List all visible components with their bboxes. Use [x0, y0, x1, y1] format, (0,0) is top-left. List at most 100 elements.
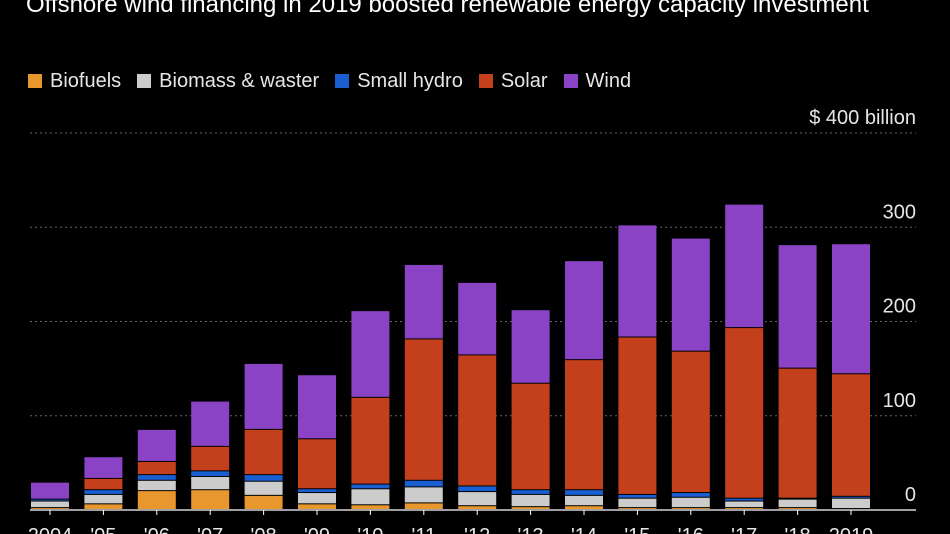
bar-segment-solar-10 [565, 360, 603, 490]
x-tick-label: '05 [90, 525, 116, 534]
bar-segment-biomass-waster-8 [458, 492, 497, 506]
y-tick-label: 200 [883, 296, 916, 318]
bar-segment-biomass-waster-14 [778, 499, 817, 508]
bar-segment-wind-1 [84, 457, 123, 478]
bar-segment-biofuels-8 [458, 506, 497, 509]
bar-segment-solar-9 [511, 383, 550, 490]
bar-segment-solar-2 [137, 461, 176, 475]
bar-segment-biofuels-3 [191, 490, 230, 509]
bar-segment-biofuels-14 [778, 508, 817, 509]
x-tick-label: '09 [304, 525, 330, 534]
legend: Biofuels Biomass & waster Small hydro Solar… [28, 68, 647, 94]
bar-segment-biomass-waster-7 [404, 487, 443, 503]
x-tick-label: 2004 [28, 525, 73, 534]
x-tick-label: 2019 [829, 525, 874, 534]
x-tick-label: '15 [624, 525, 650, 534]
bar-segment-wind-9 [511, 310, 550, 383]
bar-segment-small-hydro-5 [298, 489, 336, 493]
legend-swatch [137, 74, 152, 88]
bar-segment-small-hydro-4 [244, 475, 283, 481]
bar-segment-solar-5 [298, 439, 336, 489]
bar-segment-small-hydro-13 [725, 498, 764, 501]
legend-label: Wind [585, 69, 632, 92]
bar-segment-biofuels-0 [31, 508, 69, 509]
bar-segment-wind-2 [137, 429, 176, 461]
y-tick-label: $ 400 billion [809, 107, 916, 129]
bar-segment-biomass-waster-0 [31, 501, 69, 508]
y-tick-label: 100 [883, 390, 916, 412]
legend-swatch [28, 74, 42, 88]
bar-segment-wind-10 [565, 261, 603, 360]
legend-swatch [335, 74, 350, 88]
bar-segment-biofuels-5 [298, 504, 336, 509]
bar-segment-wind-6 [351, 311, 390, 397]
bar-segment-biomass-waster-9 [511, 494, 550, 507]
bar-segment-solar-4 [244, 429, 283, 475]
bar-segment-small-hydro-3 [191, 471, 230, 477]
legend-item-biomass-waster: Biomass & waster [137, 70, 319, 93]
bar-segment-solar-7 [404, 339, 443, 480]
legend-label: Biomass & waster [159, 69, 320, 92]
bar-segment-biomass-waster-15 [832, 498, 870, 509]
x-tick-label: '10 [357, 525, 383, 534]
bar-segment-wind-11 [618, 225, 657, 337]
bar-segment-small-hydro-11 [618, 494, 657, 498]
bar-segment-biofuels-7 [404, 503, 443, 509]
bar-segment-wind-0 [31, 482, 69, 499]
bar-segment-wind-3 [191, 401, 230, 446]
bar-segment-small-hydro-0 [31, 499, 69, 501]
bar-segment-small-hydro-15 [832, 496, 870, 498]
bar-segment-solar-11 [618, 337, 657, 494]
bar-segment-wind-7 [404, 264, 443, 339]
bar-segment-biomass-waster-4 [244, 481, 283, 495]
chart-title: Offshore wind financing in 2019 boosted … [26, 0, 869, 18]
bar-segment-biofuels-13 [725, 508, 764, 509]
bar-segment-biofuels-2 [137, 491, 176, 509]
bar-segment-small-hydro-12 [671, 493, 710, 497]
bar-segment-small-hydro-10 [565, 490, 603, 495]
bar-segment-wind-4 [244, 363, 283, 429]
bar-segment-biomass-waster-13 [725, 501, 764, 508]
legend-label: Small hydro [357, 69, 463, 92]
x-tick-label: '13 [518, 525, 544, 534]
legend-item-biofuels: Biofuels [28, 70, 121, 93]
bar-segment-solar-15 [832, 374, 870, 496]
bar-segment-solar-1 [84, 478, 123, 490]
bar-segment-small-hydro-1 [84, 490, 123, 494]
bar-segment-biomass-waster-12 [671, 497, 710, 508]
legend-item-solar: Solar [478, 69, 548, 93]
legend-swatch [563, 74, 578, 88]
bar-segment-small-hydro-7 [404, 480, 443, 487]
bar-segment-biofuels-12 [671, 508, 710, 509]
x-tick-label: '14 [571, 525, 597, 534]
legend-label: Biofuels [50, 69, 122, 92]
legend-label: Solar [500, 69, 548, 92]
legend-item-wind: Wind [563, 69, 632, 93]
bar-segment-biomass-waster-6 [351, 489, 390, 505]
bar-segment-biofuels-9 [511, 507, 550, 509]
bar-segment-biomass-waster-3 [191, 477, 230, 490]
bar-segment-small-hydro-6 [351, 484, 390, 489]
x-tick-label: '11 [412, 525, 437, 534]
bar-segment-biofuels-10 [565, 506, 603, 509]
bar-segment-solar-13 [725, 328, 764, 498]
x-tick-label: '16 [678, 525, 704, 534]
bar-segment-wind-8 [458, 282, 497, 355]
bar-segment-wind-12 [671, 238, 710, 351]
y-tick-label: 300 [883, 201, 916, 223]
legend-item-small-hydro: Small hydro [335, 70, 463, 93]
bar-segment-solar-8 [458, 355, 497, 486]
bar-segment-biomass-waster-10 [565, 495, 603, 506]
bar-segment-biomass-waster-5 [298, 493, 336, 504]
legend-swatch [478, 74, 493, 88]
bar-segment-solar-6 [351, 397, 390, 484]
x-tick-label: '08 [251, 525, 277, 534]
bar-segment-biofuels-11 [618, 508, 657, 509]
bar-segment-small-hydro-2 [137, 475, 176, 480]
bar-segment-biomass-waster-1 [84, 494, 123, 504]
bar-segment-biofuels-6 [351, 505, 390, 509]
bar-segment-wind-5 [298, 375, 336, 439]
bar-segment-small-hydro-9 [511, 490, 550, 494]
x-tick-label: '18 [785, 525, 811, 534]
bar-segment-wind-13 [725, 204, 764, 328]
